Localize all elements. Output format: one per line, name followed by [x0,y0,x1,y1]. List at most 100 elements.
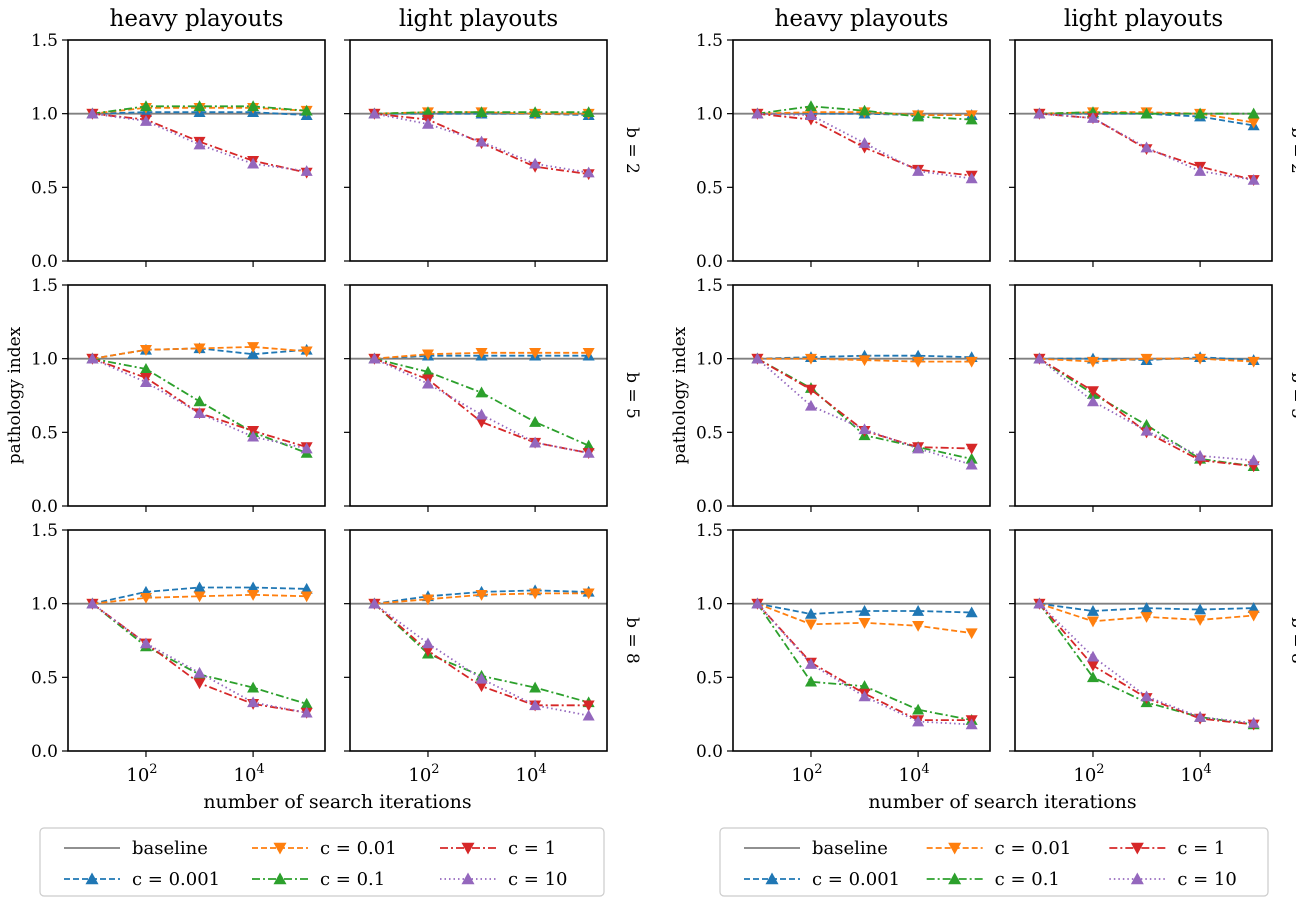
data-point [966,444,978,455]
y-tick-label: 1.0 [31,105,58,125]
y-axis-label: pathology index [670,326,690,464]
data-point [859,618,871,629]
panel-frame [68,40,325,261]
data-point [140,376,152,387]
legend-label: baseline [132,838,208,859]
data-point [805,619,817,630]
row-label: b = 2 [622,127,642,174]
row-label: b = 5 [622,372,642,419]
legend-label: c = 0.001 [812,869,900,890]
data-point [912,621,924,632]
legend-label: baseline [812,838,888,859]
series-c0_1 [1033,353,1259,471]
panel-3-1: 0.0 0.5 1.0 1.5 102 104 [696,521,990,786]
data-point [1087,661,1099,672]
series-line [92,604,306,713]
data-point [476,409,488,420]
legend-label: c = 0.01 [995,838,1072,859]
panel-frame [733,40,990,261]
series-c0_01 [1033,354,1259,368]
x-tick-label: 104 [899,762,930,786]
panel-2-2: b = 5 [1009,285,1296,512]
series-c0_1 [751,598,977,725]
series-c0_1 [86,598,312,709]
series-c10 [368,598,594,721]
y-tick-label: 0.5 [696,423,723,443]
panel-2-1: 0.0 0.5 1.0 1.5 [696,276,990,517]
panel-2-1: 0.00.51.01.5 [31,276,325,517]
data-point [966,172,978,183]
series-line [374,359,588,453]
y-tick-label: 0.0 [31,497,58,517]
x-tick-label: 104 [516,762,547,786]
series-c0_1 [86,353,312,458]
panel-frame [350,530,607,751]
series-c1 [368,354,594,459]
data-point [422,378,434,389]
panels: heavy playouts light playouts pathology in… [5,6,1296,813]
legend-label: c = 0.1 [320,869,385,890]
column-title: heavy playouts [775,6,949,32]
series-line [1039,359,1253,467]
data-point [912,704,924,715]
data-point [194,395,206,406]
series-c10 [368,353,594,458]
legend-label: c = 10 [1177,869,1237,890]
x-tick-label: 104 [234,762,265,786]
data-point [1087,617,1099,628]
y-tick-label: 0.0 [696,252,723,272]
series-c0_01 [751,599,977,639]
y-tick-label: 1.0 [696,105,723,125]
data-point [1141,612,1153,623]
panel-frame [733,285,990,506]
data-point [1194,615,1206,626]
series-line [374,359,588,453]
figure-1: heavy playouts light playoutspathology in… [5,6,642,813]
panel-1-1: 0.0 0.5 1.0 1.5 [31,31,325,272]
data-point [859,137,871,148]
series-c0_1 [368,353,594,451]
series-line [1039,359,1253,467]
series-line [1039,359,1253,461]
x-tick-label: 102 [791,762,822,786]
y-tick-label: 1.5 [31,31,58,51]
figure-2: heavy playouts light playouts pathology in… [670,6,1296,813]
column-title: light playouts [1064,6,1223,32]
y-tick-label: 0.5 [696,178,723,198]
data-point [805,676,817,687]
legend-label: c = 1 [1177,838,1225,859]
panel-3-2: 102104b = 8 [344,530,642,786]
series-line [92,604,306,713]
y-tick-label: 0.5 [31,423,58,443]
y-tick-label: 1.0 [696,350,723,370]
x-tick-label: 102 [126,762,157,786]
row-label: b = 8 [1287,617,1296,664]
series-c1 [751,599,977,726]
y-tick-label: 1.0 [31,595,58,615]
y-tick-label: 0.0 [31,742,58,762]
data-point [583,710,595,721]
y-tick-label: 0.0 [696,497,723,517]
x-axis-label: number of search iterations [868,791,1136,813]
y-tick-label: 0.0 [31,252,58,272]
data-point [422,637,434,648]
panel-3-1: 0.0 0.5 1.0 1.5 102 104 [31,521,325,786]
data-point [1087,651,1099,662]
legends: baseline c = 0.001 c = 0.01 c = 0.1 c = 1 c =… [40,828,1268,896]
panel-3-2: 102104b = 8 [1009,530,1296,786]
series-c0_001 [751,598,977,619]
series-c10 [86,598,312,718]
x-tick-label: 102 [1073,762,1104,786]
series-c10 [1033,353,1259,465]
column-title: light playouts [399,6,558,32]
panel-1-2: b = 2 [344,40,642,267]
y-tick-label: 1.0 [696,595,723,615]
panel-frame [68,285,325,506]
legend-label: c = 0.001 [132,869,220,890]
panel-frame [68,530,325,751]
data-point [529,416,541,427]
y-tick-label: 1.5 [696,276,723,296]
panel-frame [1015,285,1272,506]
panel-frame [1015,530,1272,751]
data-point [966,628,978,639]
